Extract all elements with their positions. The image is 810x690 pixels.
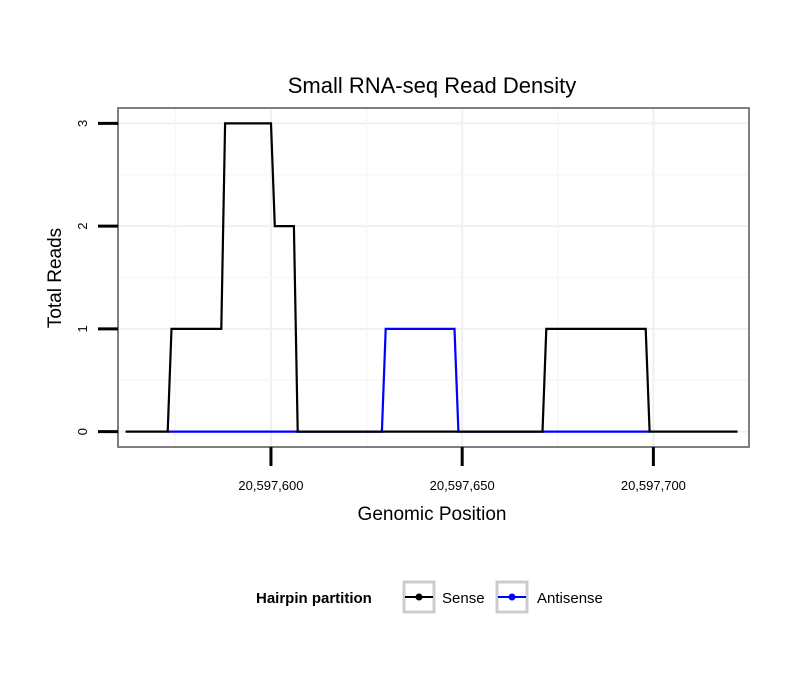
y-axis: 0 1 2 3 — [75, 120, 118, 435]
y-tick-label-0: 0 — [75, 428, 90, 435]
grid — [118, 108, 749, 447]
x-tick-label-2: 20,597,700 — [621, 478, 686, 493]
plot-border — [117, 107, 750, 448]
x-axis-title: Genomic Position — [358, 504, 507, 525]
legend-title: Hairpin partition — [256, 590, 372, 607]
chart-title: Small RNA-seq Read Density — [288, 73, 577, 98]
legend-label-sense: Sense — [442, 590, 485, 607]
legend-marker-sense — [415, 593, 423, 601]
x-tick-label-1: 20,597,650 — [430, 478, 495, 493]
y-tick-label-3: 3 — [75, 120, 90, 127]
x-axis: 20,597,600 20,597,650 20,597,700 — [238, 447, 686, 493]
y-tick-label-1: 1 — [75, 325, 90, 332]
series-layer — [125, 122, 738, 433]
legend-marker-antisense — [508, 593, 516, 601]
legend-label-antisense: Antisense — [537, 590, 603, 607]
y-axis-title: Total Reads — [45, 228, 66, 328]
legend-item-sense[interactable]: Sense — [402, 580, 485, 614]
legend: Hairpin partition Sense Antisense — [256, 580, 603, 614]
x-tick-label-0: 20,597,600 — [238, 478, 303, 493]
y-tick-label-2: 2 — [75, 222, 90, 229]
series-line-sense — [125, 122, 738, 433]
legend-item-antisense[interactable]: Antisense — [495, 580, 603, 614]
